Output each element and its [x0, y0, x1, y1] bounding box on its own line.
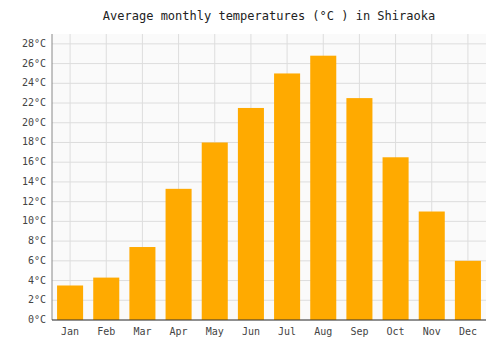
y-tick-label: 24°C — [22, 77, 46, 88]
y-tick-label: 4°C — [28, 275, 46, 286]
bar — [238, 108, 264, 320]
x-tick-label: Dec — [459, 326, 477, 337]
x-tick-label: Aug — [314, 326, 332, 337]
bar — [383, 157, 409, 320]
bar — [202, 142, 228, 320]
y-tick-label: 8°C — [28, 235, 46, 246]
plot-background — [52, 34, 486, 320]
y-tick-label: 0°C — [28, 314, 46, 325]
y-grid-line — [52, 162, 486, 163]
y-tick-label: 10°C — [22, 215, 46, 226]
y-grid-line — [52, 201, 486, 202]
bar — [57, 285, 83, 320]
x-tick-label: Feb — [97, 326, 115, 337]
y-tick-label: 6°C — [28, 255, 46, 266]
grid — [52, 34, 486, 320]
y-tick-label: 28°C — [22, 38, 46, 49]
y-grid-line — [52, 43, 486, 44]
y-tick-label: 18°C — [22, 136, 46, 147]
y-tick-label: 26°C — [22, 58, 46, 69]
bar — [93, 278, 119, 320]
y-tick-label: 2°C — [28, 294, 46, 305]
x-tick-label: Nov — [423, 326, 441, 337]
y-axis-line — [52, 34, 53, 320]
y-tick-label: 20°C — [22, 117, 46, 128]
chart-svg: 0°C 2°C 4°C 6°C 8°C 10°C 12°C 14°C 16°C 18°C 20°C 2… — [0, 0, 500, 350]
bars — [57, 56, 481, 320]
y-grid-line — [52, 122, 486, 123]
bar — [310, 56, 336, 320]
bar — [166, 189, 192, 320]
y-grid-line — [52, 181, 486, 182]
y-tick-label: 12°C — [22, 196, 46, 207]
bar — [455, 261, 481, 320]
x-grid-line — [70, 34, 71, 320]
y-grid-line — [52, 83, 486, 84]
bar — [346, 98, 372, 320]
y-grid-line — [52, 63, 486, 64]
x-tick-label: Apr — [170, 326, 188, 337]
y-tick-label: 14°C — [22, 176, 46, 187]
y-grid-line — [52, 320, 486, 321]
bar — [129, 247, 155, 320]
chart-title: Average monthly temperatures (°C ) in Sh… — [103, 9, 435, 23]
x-tick-label: Jun — [242, 326, 260, 337]
axes: 0°C 2°C 4°C 6°C 8°C 10°C 12°C 14°C 16°C 18°C 20°C 2… — [22, 38, 477, 337]
x-tick-label: Sep — [350, 326, 368, 337]
bar — [274, 73, 300, 320]
chart-container: 0°C 2°C 4°C 6°C 8°C 10°C 12°C 14°C 16°C 18°C 20°C 2… — [0, 0, 500, 350]
x-tick-label: Oct — [387, 326, 405, 337]
x-grid-line — [106, 34, 107, 320]
y-grid-line — [52, 103, 486, 104]
x-axis-line — [52, 320, 486, 321]
y-tick-label: 16°C — [22, 156, 46, 167]
y-tick-label: 22°C — [22, 97, 46, 108]
x-tick-label: Mar — [133, 326, 151, 337]
x-tick-label: May — [206, 326, 224, 337]
x-tick-label: Jul — [278, 326, 296, 337]
bar — [419, 212, 445, 320]
x-tick-label: Jan — [61, 326, 79, 337]
y-grid-line — [52, 142, 486, 143]
